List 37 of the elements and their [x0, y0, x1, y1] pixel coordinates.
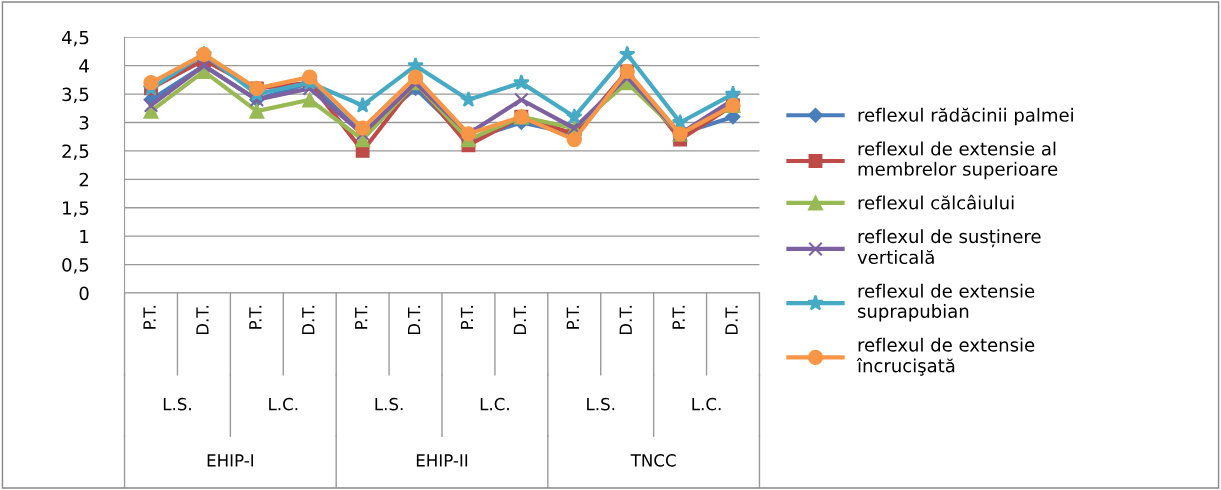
x-tick-label: P.T. [355, 305, 368, 329]
legend-label: reflexul de susținere verticală [857, 229, 1041, 265]
x-tick-label: P.T. [249, 305, 262, 329]
y-tick-label: 4,5 [61, 30, 89, 47]
legend-label: reflexul călcâiului [858, 194, 1014, 210]
y-tick-label: 1,5 [63, 201, 89, 217]
x-tick-label: P.T. [460, 305, 474, 329]
x-tick-label: D.T. [725, 305, 738, 335]
legend-label: reflexul rădăcinii palmei [858, 107, 1073, 126]
y-tick-label: 0,5 [62, 258, 89, 274]
text: L.S. [587, 397, 615, 411]
x-tick-label: P.T. [143, 305, 156, 329]
text: EHIP-II [416, 454, 468, 467]
text: L.C. [692, 397, 721, 411]
y-tick-label: 0 [79, 286, 89, 301]
y-tick-label: 2,5 [62, 144, 89, 160]
x-tick-label: P.T. [566, 305, 579, 329]
text: L.S. [163, 397, 191, 411]
y-tick-label: 1 [80, 229, 89, 244]
text: L.C. [480, 397, 509, 411]
text: L.C. [269, 397, 298, 411]
text: TNCC [630, 454, 676, 467]
x-tick-label: D.T. [196, 305, 209, 335]
legend-label: reflexul de extensie suprapubian [858, 283, 1035, 322]
text: EHIP-I [207, 454, 254, 467]
y-tick-label: 4 [79, 59, 89, 73]
y-tick-label: 3,5 [62, 87, 89, 104]
x-tick-label: D.T. [513, 305, 526, 335]
legend-label: reflexul de extensie încrucişată [856, 337, 1035, 376]
x-tick-label: P.T. [672, 305, 685, 329]
x-tick-label: D.T. [619, 305, 632, 335]
x-tick-label: D.T. [407, 305, 421, 335]
y-tick-label: 2 [79, 172, 89, 187]
y-tick-label: 3 [79, 115, 89, 130]
x-tick-label: D.T. [302, 305, 315, 335]
legend-label: reflexul de extensie al membrelor superioare [858, 141, 1058, 180]
text: L.S. [375, 397, 403, 411]
